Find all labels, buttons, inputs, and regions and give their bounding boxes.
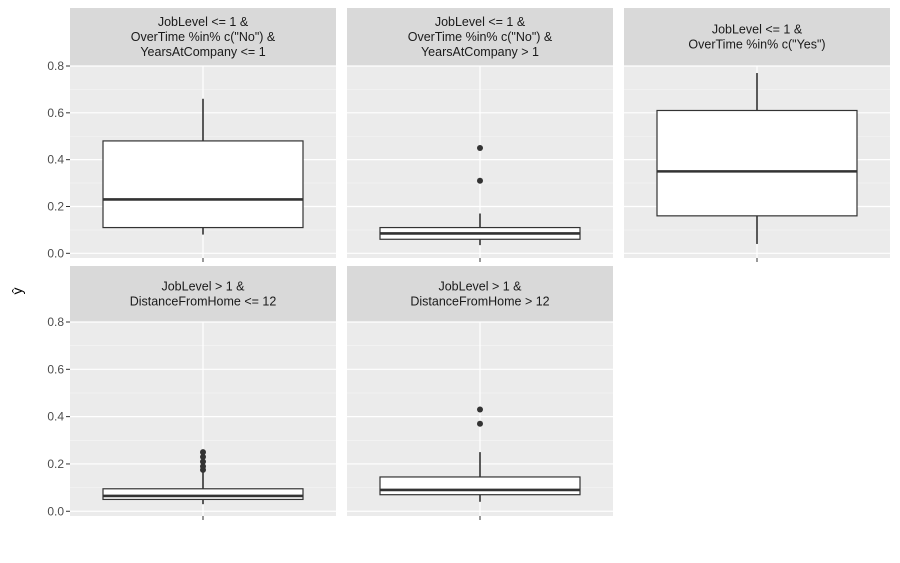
y-tick-label: 0.6	[47, 362, 64, 376]
box-iqr	[102, 488, 304, 501]
facet-strip-background	[347, 266, 613, 322]
facet-strip-background	[624, 8, 890, 66]
box-iqr	[102, 140, 304, 229]
panel-4: JobLevel > 1 &DistanceFromHome <= 12 0.0 0…	[47, 266, 336, 520]
outlier-point	[477, 420, 483, 427]
outlier-point	[477, 177, 483, 184]
box-iqr	[656, 109, 858, 217]
facet-strip-background	[347, 8, 613, 66]
outlier-point	[200, 449, 206, 456]
outlier-point	[477, 144, 483, 151]
y-tick-label: 0.8	[47, 315, 64, 329]
y-axis-label: ŷ	[9, 288, 25, 295]
facet-strip-label: DistanceFromHome <= 12	[130, 295, 277, 309]
facet-strip-label: JobLevel <= 1 &	[158, 15, 249, 29]
facet-strip-label: JobLevel > 1 &	[161, 280, 245, 294]
box-iqr	[379, 476, 581, 496]
facet-strip-label: OverTime %in% c("No") &	[131, 30, 276, 44]
facet-strip-label: DistanceFromHome > 12	[410, 295, 549, 309]
y-tick-label: 0.0	[47, 246, 64, 260]
outlier-point	[200, 463, 206, 470]
y-tick-label: 0.0	[47, 504, 64, 518]
y-tick-label: 0.2	[47, 199, 64, 213]
y-tick-label: 0.2	[47, 457, 64, 471]
facet-strip-label: OverTime %in% c("No") &	[408, 30, 553, 44]
outlier-point	[477, 406, 483, 413]
panel-3: JobLevel <= 1 &OverTime %in% c("Yes")	[624, 8, 890, 262]
y-tick-label: 0.4	[47, 153, 64, 167]
panel-2: JobLevel <= 1 &OverTime %in% c("No") &Ye…	[347, 8, 613, 262]
facet-strip-label: JobLevel > 1 &	[438, 280, 522, 294]
facet-strip-label: YearsAtCompany <= 1	[140, 45, 265, 59]
y-tick-label: 0.6	[47, 106, 64, 120]
facet-strip-background	[70, 266, 336, 322]
facet-strip-label: OverTime %in% c("Yes")	[688, 38, 825, 52]
facet-strip-label: JobLevel <= 1 &	[712, 23, 803, 37]
outlier-point	[200, 453, 206, 460]
facet-strip-label: YearsAtCompany > 1	[421, 45, 539, 59]
facet-strip-label: JobLevel <= 1 &	[435, 15, 526, 29]
y-tick-label: 0.8	[47, 59, 64, 73]
panel-1: JobLevel <= 1 &OverTime %in% c("No") &Ye…	[47, 8, 336, 262]
y-tick-label: 0.4	[47, 410, 64, 424]
outlier-point	[200, 458, 206, 465]
facet-strip-background	[70, 8, 336, 66]
panel-5: JobLevel > 1 &DistanceFromHome > 12	[347, 266, 613, 520]
